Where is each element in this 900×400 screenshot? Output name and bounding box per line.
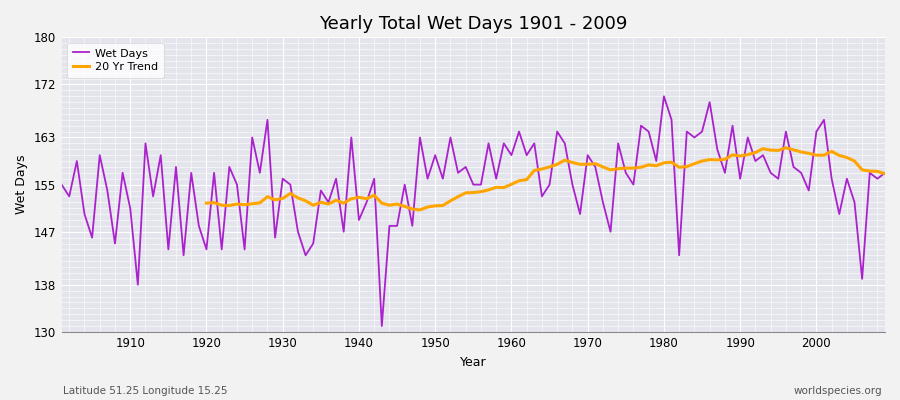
20 Yr Trend [681,164,692,169]
Wet Days [506,153,517,158]
20 Yr Trend [292,196,303,200]
20 Yr Trend [201,201,212,206]
Wet Days [330,176,341,181]
X-axis label: Year: Year [460,356,487,369]
Title: Yearly Total Wet Days 1901 - 2009: Yearly Total Wet Days 1901 - 2009 [320,15,627,33]
Text: worldspecies.org: worldspecies.org [794,386,882,396]
20 Yr Trend [879,171,890,176]
Y-axis label: Wet Days: Wet Days [15,155,28,214]
20 Yr Trend [415,208,426,212]
Wet Days [376,324,387,328]
20 Yr Trend [864,169,875,174]
Wet Days [879,170,890,175]
Legend: Wet Days, 20 Yr Trend: Wet Days, 20 Yr Trend [68,43,164,78]
Line: Wet Days: Wet Days [61,96,885,326]
Line: 20 Yr Trend: 20 Yr Trend [206,148,885,210]
Wet Days [659,94,670,99]
Text: Latitude 51.25 Longitude 15.25: Latitude 51.25 Longitude 15.25 [63,386,228,396]
20 Yr Trend [780,145,791,150]
Wet Days [56,182,67,187]
Wet Days [605,229,616,234]
20 Yr Trend [796,150,806,154]
Wet Days [285,182,296,187]
Wet Days [117,170,128,175]
20 Yr Trend [407,207,418,212]
Wet Days [514,129,525,134]
20 Yr Trend [773,148,784,153]
